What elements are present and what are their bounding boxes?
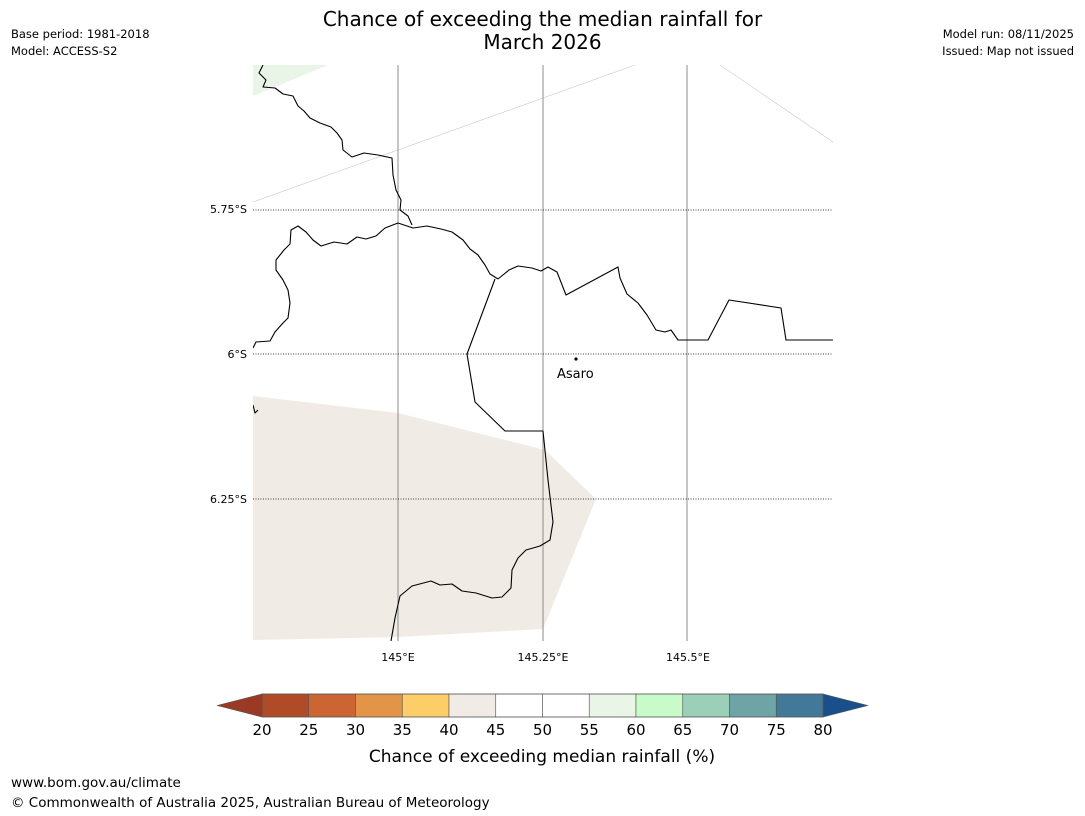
colorbar-tick-20: 20 — [252, 721, 271, 739]
colorbar-outline — [261, 693, 824, 718]
colorbar: 20 25 30 35 40 45 50 55 60 65 70 75 80 Chance of exc… — [216, 693, 869, 767]
colorbar-tick-30: 30 — [346, 721, 365, 739]
faint-boundary-line — [253, 65, 636, 203]
colorbar-tick-45: 45 — [486, 721, 505, 739]
colorbar-tick-75: 75 — [767, 721, 786, 739]
footer-copyright: © Commonwealth of Australia 2025, Austra… — [11, 795, 490, 811]
lon-label-145-5e: 145.5°E — [666, 651, 710, 664]
title-line-2: March 2026 — [483, 30, 602, 54]
colorbar-tick-25: 25 — [299, 721, 318, 739]
colorbar-bin-30-35 — [355, 693, 403, 718]
colorbar-bin-75-80 — [775, 693, 824, 718]
model-name: Model: ACCESS-S2 — [11, 44, 118, 58]
province-boundary — [258, 65, 413, 226]
title-line-1: Chance of exceeding the median rainfall … — [322, 7, 763, 31]
footer-url[interactable]: www.bom.gov.au/climate — [11, 775, 181, 791]
map-area — [253, 65, 833, 641]
issued-status: Issued: Map not issued — [942, 44, 1074, 58]
model-info: Base period: 1981-2018 Model: ACCESS-S2 — [11, 26, 150, 60]
region-55-60 — [253, 65, 328, 96]
base-period: Base period: 1981-2018 — [11, 27, 150, 41]
colorbar-over-arrow — [822, 693, 869, 718]
lon-label-145e: 145°E — [381, 651, 414, 664]
region-40-45 — [253, 396, 596, 640]
lat-label-6s: 6°S — [228, 348, 247, 361]
colorbar-tick-50: 50 — [533, 721, 552, 739]
province-boundary — [497, 265, 833, 341]
colorbar-bin-40-45 — [448, 693, 497, 718]
colorbar-under-arrow — [216, 693, 263, 718]
colorbar-bin-55-60 — [588, 693, 637, 718]
lat-label-5-75s: 5.75°S — [210, 203, 247, 216]
map-title: Chance of exceeding the median rainfall … — [0, 8, 1085, 54]
colorbar-label: Chance of exceeding median rainfall (%) — [369, 747, 715, 767]
lon-label-145-25e: 145.25°E — [518, 651, 569, 664]
run-info: Model run: 08/11/2025 Issued: Map not is… — [942, 26, 1074, 60]
asaro-marker — [574, 357, 578, 361]
colorbar-bin-35-40 — [401, 693, 450, 718]
province-boundary — [390, 278, 554, 641]
faint-boundary-line — [719, 65, 833, 143]
colorbar-tick-70: 70 — [720, 721, 739, 739]
province-boundary — [253, 222, 499, 349]
colorbar-tick-35: 35 — [393, 721, 412, 739]
colorbar-tick-65: 65 — [673, 721, 692, 739]
colorbar-tick-60: 60 — [626, 721, 645, 739]
colorbar-bin-50-55 — [542, 693, 590, 718]
model-run: Model run: 08/11/2025 — [942, 27, 1074, 41]
colorbar-tick-40: 40 — [439, 721, 458, 739]
colorbar-bin-70-75 — [729, 693, 777, 718]
colorbar-bin-60-65 — [635, 693, 684, 718]
colorbar-bin-65-70 — [682, 693, 730, 718]
colorbar-bin-20-25 — [261, 693, 310, 718]
province-boundary — [253, 404, 259, 414]
asaro-label: Asaro — [557, 367, 594, 382]
colorbar-bin-25-30 — [308, 693, 356, 718]
lat-label-6-25s: 6.25°S — [210, 493, 247, 506]
colorbar-tick-80: 80 — [813, 721, 832, 739]
colorbar-tick-55: 55 — [580, 721, 599, 739]
colorbar-bin-45-50 — [495, 693, 543, 718]
